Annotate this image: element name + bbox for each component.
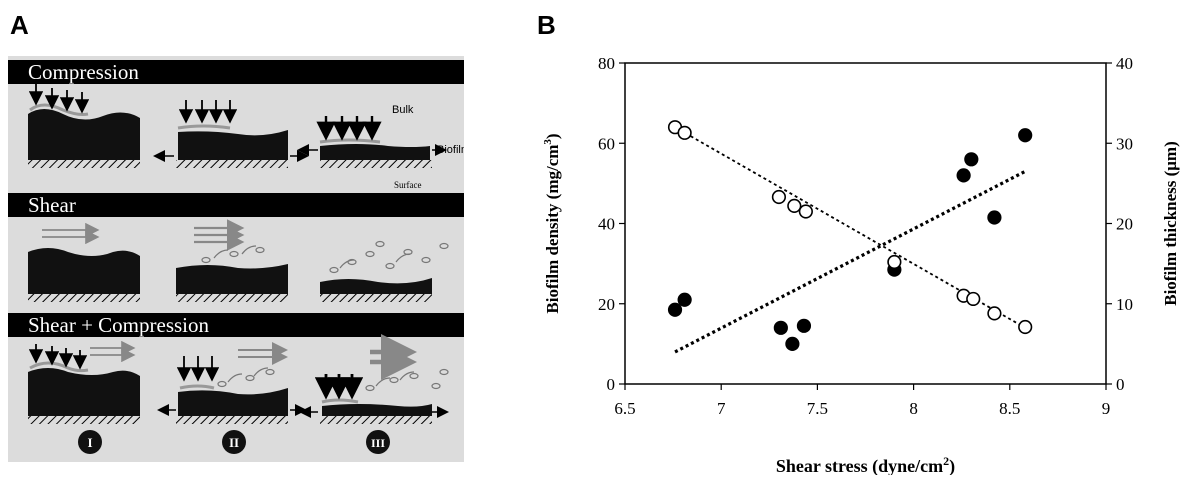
schematic-drawing: Bulk Biofilm Surface xyxy=(28,84,464,454)
density-point xyxy=(773,320,788,335)
detached-fragments xyxy=(217,367,275,388)
row-title-compression: Compression xyxy=(8,60,464,84)
density-point xyxy=(1018,128,1033,143)
stage-label-ii: II xyxy=(229,435,239,450)
compression-arrows xyxy=(316,116,382,141)
biofilm-block xyxy=(320,278,432,294)
surface-hatch xyxy=(320,160,432,168)
y2-tick-label: 40 xyxy=(1116,54,1133,73)
y-axis-title: Biofilm density (mg/cm3) xyxy=(542,133,562,313)
compression-arrows xyxy=(314,374,364,400)
shear-arrows xyxy=(194,219,245,251)
x-tick-label: 7 xyxy=(717,399,726,418)
surface-hatch xyxy=(28,160,140,168)
bulk-label: Bulk xyxy=(392,104,414,116)
surface-label: Surface xyxy=(394,180,421,190)
density-point xyxy=(987,210,1002,225)
density-point xyxy=(964,152,979,167)
surface-hatch xyxy=(320,294,432,302)
thickness-point xyxy=(787,198,802,213)
detached-fragments xyxy=(365,368,449,392)
thickness-point xyxy=(1018,319,1033,335)
stage-badge-iii xyxy=(366,430,390,454)
y-tick-label: 80 xyxy=(598,54,615,73)
compression-layer xyxy=(177,124,231,130)
panel-b-letter: B xyxy=(537,10,556,40)
stage-badges: I II III xyxy=(78,430,390,454)
thickness-point xyxy=(966,291,981,307)
thickness-point xyxy=(771,189,787,205)
x-tick-label: 6.5 xyxy=(614,399,635,418)
thickness-point xyxy=(677,125,692,140)
density-trendline xyxy=(674,169,1026,354)
compression-layer xyxy=(319,138,381,144)
compression-arrows xyxy=(176,356,220,382)
x-tick-label: 9 xyxy=(1102,399,1111,418)
compression-arrows xyxy=(178,100,238,124)
compression-layer xyxy=(321,398,359,404)
y2-tick-label: 0 xyxy=(1116,375,1125,394)
stage-label-i: I xyxy=(87,435,92,450)
panel-a-letter: A xyxy=(10,10,29,40)
thickness-point xyxy=(887,254,902,270)
detached-fragments xyxy=(329,240,449,274)
density-point xyxy=(677,292,692,307)
y-tick-label: 40 xyxy=(598,215,615,234)
surface-hatch xyxy=(176,416,288,424)
mechanism-schematic: Compression Shear Shear + Compression xyxy=(8,56,464,462)
compression-layer xyxy=(179,384,215,390)
x-axis-title: Shear stress (dyne/cm2) xyxy=(776,454,955,475)
compression-arrows xyxy=(28,84,90,114)
thickness-point xyxy=(798,204,813,219)
biofilm-block xyxy=(178,388,288,416)
plot-frame xyxy=(624,62,1107,385)
density-point xyxy=(667,302,683,317)
surface-hatch xyxy=(28,294,140,302)
biofilm-block xyxy=(320,144,430,160)
shear-row xyxy=(28,219,449,302)
biofilm-block xyxy=(178,130,288,160)
stage-label-iii: III xyxy=(371,436,385,450)
density-point xyxy=(785,336,800,351)
thickness-point xyxy=(987,306,1002,321)
biofilm-block xyxy=(322,404,432,416)
stage-badge-i xyxy=(78,430,102,454)
shear-arrows xyxy=(90,340,136,363)
surface-hatch xyxy=(176,160,288,168)
y2-tick-label: 20 xyxy=(1116,215,1133,234)
biofilm-block xyxy=(176,264,288,294)
biofilm-block xyxy=(28,109,140,160)
stage-badge-ii xyxy=(222,430,246,454)
x-tick-label: 8 xyxy=(909,399,918,418)
density-point xyxy=(796,318,812,333)
detached-fragments xyxy=(201,245,265,264)
y2-axis-title: Biofilm thickness (μm) xyxy=(1161,141,1180,306)
surface-hatch xyxy=(28,416,140,424)
surface-hatch xyxy=(320,416,432,424)
shear-arrows xyxy=(370,334,417,380)
density-point xyxy=(956,168,971,183)
row-title-shear: Shear xyxy=(8,193,464,217)
biofilm-block xyxy=(28,368,140,416)
x-tick-label: 8.5 xyxy=(999,399,1020,418)
biofilm-label: Biofilm xyxy=(437,144,464,156)
compression-row: Bulk Biofilm Surface xyxy=(28,84,464,190)
compression-arrows xyxy=(28,344,88,370)
row-title-shear-compression: Shear + Compression xyxy=(8,313,464,337)
shear-compression-row xyxy=(28,334,449,424)
y2-tick-label: 30 xyxy=(1116,134,1133,153)
y-tick-label: 0 xyxy=(607,375,616,394)
y-tick-label: 60 xyxy=(598,134,615,153)
surface-hatch xyxy=(176,294,288,302)
compression-layer xyxy=(29,361,89,373)
shear-arrows xyxy=(238,342,288,365)
shear-arrows xyxy=(42,222,100,245)
y2-tick-label: 10 xyxy=(1116,295,1133,314)
biofilm-block xyxy=(28,248,140,294)
x-tick-label: 7.5 xyxy=(807,399,828,418)
y-tick-label: 20 xyxy=(598,295,615,314)
